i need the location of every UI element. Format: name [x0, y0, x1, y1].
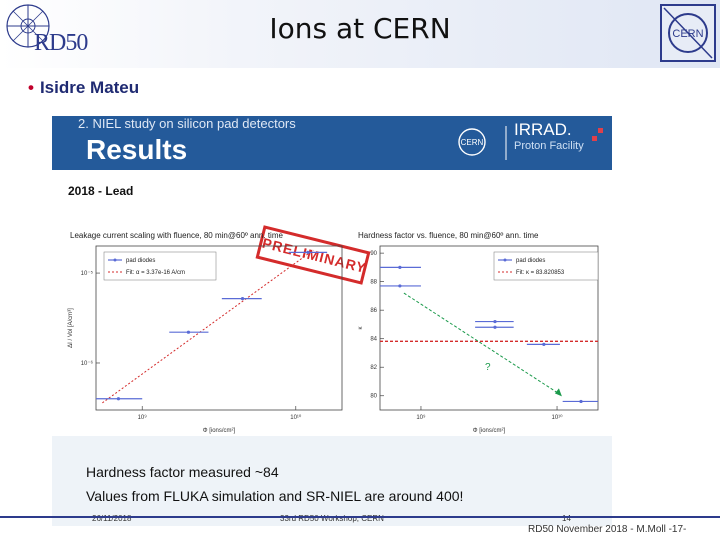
irrad-subtitle: Proton Facility [514, 140, 584, 152]
data-point [116, 397, 121, 401]
conclusions-box: Hardness factor measured ~84 Values from… [52, 436, 612, 526]
slide-heading: Results [86, 134, 188, 165]
slide-subtitle: 2. NIEL study on silicon pad detectors [78, 116, 296, 131]
footer-rule [0, 516, 720, 518]
plots-panel: 2018 - Lead PRELIMINARY Leakage current … [58, 174, 608, 436]
y-tick-label: 82 [370, 365, 377, 371]
plot-frame [379, 245, 599, 411]
slide-footer-date: 26/11/2018 [92, 514, 132, 523]
conclusion-point-2: Values from FLUKA simulation and SR-NIEL… [86, 488, 464, 504]
embedded-slide: 2. NIEL study on silicon pad detectors R… [52, 116, 612, 526]
chart-title: Leakage current scaling with fluence, 80… [70, 231, 283, 240]
data-point [398, 284, 402, 288]
y-axis-label: κ [358, 326, 364, 330]
legend-box [493, 251, 599, 281]
section-label: 2018 - Lead [68, 184, 134, 198]
header-bar [0, 0, 720, 68]
page-footer: RD50 November 2018 - M.Moll -17- [528, 524, 687, 535]
data-point [493, 325, 497, 329]
y-tick-label: 10⁻⁵ [81, 270, 94, 277]
y-tick-label: 90 [370, 251, 377, 257]
x-tick-label: 10⁹ [138, 414, 148, 421]
conclusion-point-1: Hardness factor measured ~84 [86, 464, 279, 480]
cern-logo-text: CERN [672, 28, 703, 40]
slide-footer-page: 14 [562, 514, 571, 523]
y-tick-label: 86 [370, 308, 377, 314]
legend-label-points: pad diodes [126, 258, 155, 264]
x-tick-label: 10¹⁰ [551, 414, 563, 421]
data-point [186, 330, 191, 334]
legend-marker-points [503, 258, 507, 262]
irrad-logo: CERN [458, 126, 603, 160]
plot-frame [95, 245, 343, 411]
trend-arrow-head [554, 388, 562, 397]
bullet-icon: • [28, 78, 34, 97]
y-tick-label: 88 [370, 280, 377, 286]
x-tick-label: 10⁹ [416, 414, 426, 421]
x-tick-label: 10¹⁰ [290, 414, 302, 421]
author-bullet: • Isidre Mateu [28, 78, 139, 98]
legend-marker-points [113, 258, 117, 262]
fit-line [102, 249, 314, 404]
irrad-title: IRRAD. [514, 120, 572, 139]
page-title: Ions at CERN [269, 12, 451, 45]
cern-logo: CERN [660, 4, 716, 62]
data-point [398, 265, 402, 269]
legend-label-fit: Fit: κ = 83.820853 [516, 270, 565, 276]
irrad-cern-text: CERN [461, 138, 484, 147]
data-point [240, 297, 245, 301]
hardness-factor-chart: Hardness factor vs. fluence, 80 min@60º … [358, 231, 599, 434]
x-axis-label: Φ [ions/cm²] [473, 428, 506, 434]
data-point [306, 250, 310, 254]
y-tick-label: 84 [370, 337, 377, 343]
y-tick-label: 80 [370, 394, 377, 400]
author-name: Isidre Mateu [39, 78, 140, 97]
trend-arrow-line [403, 292, 561, 395]
legend-label-fit: Fit: α = 3.37e-16 A/cm [126, 270, 185, 276]
legend-label-points: pad diodes [516, 258, 545, 264]
data-point [579, 399, 583, 404]
question-mark-annotation: ? [485, 362, 491, 373]
data-point [542, 342, 546, 346]
rd50-logo-text: RD50 [34, 30, 88, 56]
slide-footer-workshop: 33rd RD50 Workshop, CERN [280, 514, 384, 523]
leakage-current-chart: Leakage current scaling with fluence, 80… [68, 231, 343, 434]
x-axis-label: Φ [ions/cm²] [203, 428, 236, 434]
y-axis-label: ΔI / Vol [A/cm³] [68, 308, 74, 348]
slide-header: 2. NIEL study on silicon pad detectors R… [52, 116, 612, 170]
legend-box [103, 251, 217, 281]
rd50-logo [6, 4, 50, 48]
data-point [493, 319, 497, 324]
chart-title: Hardness factor vs. fluence, 80 min@60º … [358, 231, 539, 240]
y-tick-label: 10⁻⁶ [81, 360, 94, 367]
